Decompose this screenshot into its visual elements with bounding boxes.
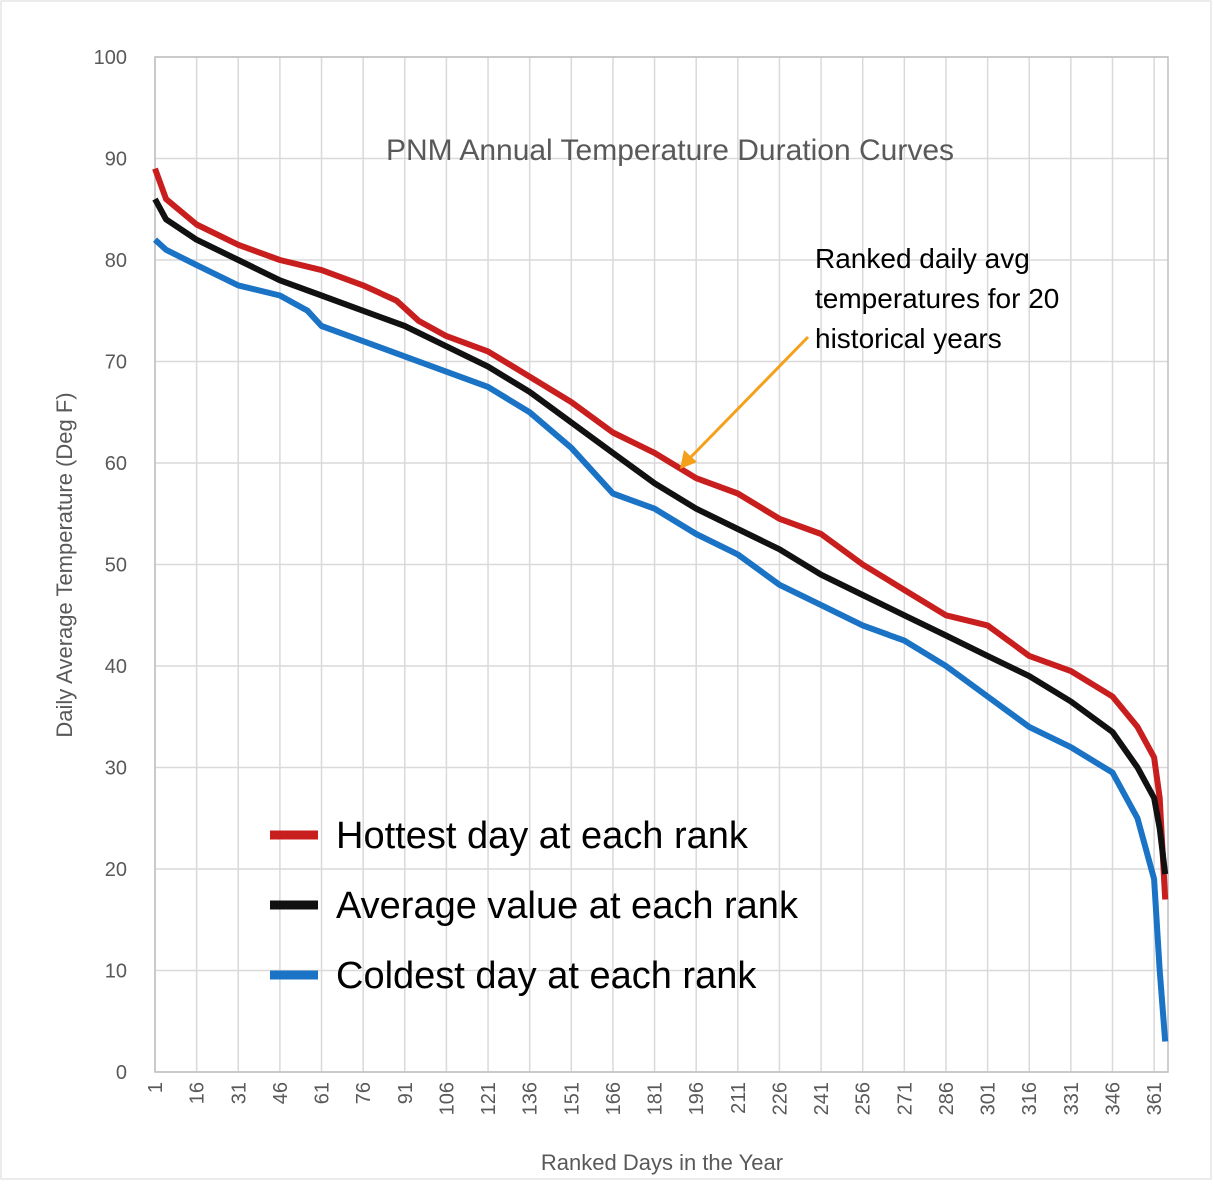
y-tick-label: 70: [105, 352, 127, 374]
x-tick-label: 16: [187, 1082, 209, 1104]
legend-label: Average value at each rank: [336, 885, 799, 927]
x-tick-label: 271: [894, 1082, 916, 1115]
legend-label: Hottest day at each rank: [336, 815, 749, 857]
x-tick-label: 151: [561, 1082, 583, 1115]
x-tick-label: 211: [728, 1082, 750, 1114]
x-tick-label: 91: [395, 1082, 417, 1104]
x-tick-label: 76: [353, 1082, 375, 1104]
x-tick-label: 166: [603, 1082, 625, 1115]
y-tick-label: 100: [94, 47, 127, 69]
legend-label: Coldest day at each rank: [336, 955, 757, 997]
x-tick-label: 361: [1144, 1082, 1166, 1115]
annotation-text: Ranked daily avg: [815, 243, 1030, 274]
x-tick-label: 286: [936, 1082, 958, 1115]
x-tick-label: 181: [645, 1082, 667, 1115]
series-line: [152, 237, 1169, 1042]
y-tick-label: 80: [105, 250, 127, 272]
y-axis-label: Daily Average Temperature (Deg F): [52, 392, 77, 737]
x-tick-label: 106: [436, 1082, 458, 1115]
y-tick-label: 60: [105, 453, 127, 475]
y-tick-label: 20: [105, 859, 127, 881]
y-tick-label: 10: [105, 961, 127, 983]
y-tick-label: 90: [105, 149, 127, 171]
x-tick-label: 301: [978, 1082, 1000, 1115]
x-tick-label: 196: [686, 1082, 708, 1115]
annotation-arrow: [686, 335, 810, 462]
x-tick-label: 121: [478, 1082, 500, 1115]
y-tick-label: 50: [105, 555, 127, 577]
y-tick-label: 30: [105, 758, 127, 780]
x-tick-label: 31: [228, 1082, 250, 1104]
x-tick-label: 256: [853, 1082, 875, 1115]
x-tick-label: 226: [769, 1082, 791, 1115]
annotation: Ranked daily avg temperatures for 20 histo…: [680, 243, 1059, 469]
series-line: [152, 167, 1169, 900]
annotation-text: temperatures for 20: [815, 283, 1059, 314]
series-line: [152, 197, 1169, 875]
x-tick-label: 136: [520, 1082, 542, 1115]
x-tick-label: 1: [145, 1082, 167, 1093]
x-axis-label: Ranked Days in the Year: [541, 1150, 783, 1175]
y-tick-label: 40: [105, 656, 127, 678]
x-tick-label: 46: [270, 1082, 292, 1104]
annotation-text: historical years: [815, 323, 1002, 354]
x-tick-label: 331: [1061, 1082, 1083, 1115]
annotation-arrowhead: [680, 450, 697, 469]
x-tick-label: 346: [1102, 1082, 1124, 1115]
y-tick-label: 0: [116, 1062, 127, 1084]
x-tick-label: 316: [1019, 1082, 1041, 1115]
plot-border: [154, 56, 1169, 1073]
chart-title: PNM Annual Temperature Duration Curves: [386, 134, 954, 167]
x-tick-label: 241: [811, 1082, 833, 1115]
x-tick-label: 61: [312, 1082, 334, 1104]
